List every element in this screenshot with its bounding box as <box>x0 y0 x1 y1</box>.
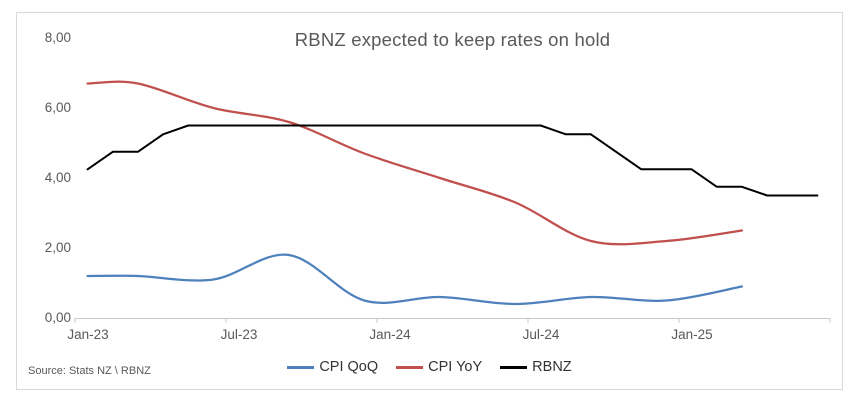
legend: CPI QoQ CPI YoY RBNZ <box>16 359 843 376</box>
y-axis-label-8: 8,00 <box>44 30 71 45</box>
legend-item-rbnz: RBNZ <box>500 359 572 376</box>
rbnz-line <box>86 124 819 197</box>
x-axis-label-jan-24: Jan-24 <box>369 327 411 342</box>
series-lines <box>86 80 819 306</box>
legend-label-cpi-qoq: CPI QoQ <box>319 359 379 375</box>
chart-frame <box>16 12 843 390</box>
legend-label-rbnz: RBNZ <box>532 359 572 375</box>
rbnz-line-swatch-icon <box>500 366 528 369</box>
y-axis-label-6: 6,00 <box>44 100 71 115</box>
legend-item-cpi-yoy: CPI YoY <box>396 359 482 376</box>
x-axis-label-jul-23: Jul-23 <box>220 327 258 342</box>
x-axis <box>74 318 831 323</box>
y-axis-label-4: 4,00 <box>44 170 71 185</box>
cpi-qoq-line <box>86 253 744 306</box>
y-axis-label-0: 0,00 <box>44 310 71 325</box>
x-axis-label-jul-24: Jul-24 <box>522 327 560 342</box>
y-axis-label-2: 2,00 <box>44 240 71 255</box>
cpi-yoy-line-swatch-icon <box>396 366 424 369</box>
source-note: Source: Stats NZ \ RBNZ <box>28 365 151 377</box>
chart-title: RBNZ expected to keep rates on hold <box>294 29 611 50</box>
cpi-yoy-line <box>86 80 744 246</box>
x-axis-label-jan-23: Jan-23 <box>67 327 109 342</box>
legend-label-cpi-yoy: CPI YoY <box>428 359 483 375</box>
x-axis-label-jan-25: Jan-25 <box>671 327 713 342</box>
legend-item-cpi-qoq: CPI QoQ <box>287 359 378 376</box>
cpi-qoq-line-swatch-icon <box>287 366 315 369</box>
